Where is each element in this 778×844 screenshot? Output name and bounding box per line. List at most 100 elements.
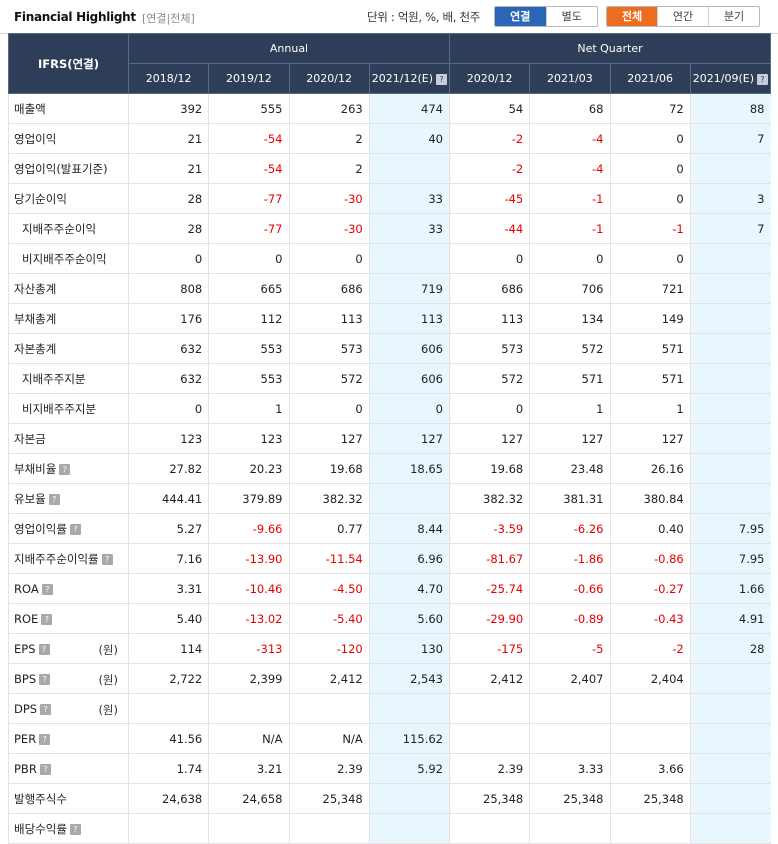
table-cell: 123 [208,423,289,454]
table-cell: 27.82 [127,453,209,484]
help-icon[interactable]: ? [41,583,53,595]
table-cell: 632 [127,363,209,394]
table-cell: 28 [127,183,209,214]
table-cell: 7 [689,123,771,154]
table-row: 비지배주주순이익 0 0 0 0 0 0 [8,243,771,274]
column-header-label: 2018/12 [145,72,192,85]
table-row: PER? 41.56 N/A N/A 115.62 [8,723,771,754]
table-row: 자본총계 632 553 573 606 573 572 571 [8,333,771,364]
table-cell: 632 [127,333,209,364]
estimate-help-icon[interactable]: ? [435,73,447,85]
table-cell: 26.16 [609,453,691,484]
table-cell: 808 [127,273,209,304]
row-label-text: 지배주주순이익률 [14,551,99,566]
table-cell: -77 [208,183,289,214]
table-cell: 3.21 [208,753,289,784]
table-row: 지배주주지분 632 553 572 606 572 571 571 [8,363,771,394]
table-cell: 606 [368,333,450,364]
row-label-text: 영업이익(발표기준) [14,161,108,176]
row-label-text: 유보율 [14,491,46,506]
table-cell: 0 [609,153,691,184]
section-subtitle: [연결|전체] [142,12,195,25]
table-cell: 134 [529,303,610,334]
table-cell: 20.23 [208,453,289,484]
table-cell: 2,722 [127,663,209,694]
row-label-text: 자본총계 [14,341,57,356]
row-label: PER? [8,723,129,754]
table-cell: 19.68 [448,453,530,484]
table-row: DPS? (원) [8,693,771,724]
row-label: 지배주주순이익 [8,213,129,244]
table-cell [689,663,771,694]
row-label: BPS? (원) [8,663,129,694]
help-icon[interactable]: ? [39,673,51,685]
all-periods-button[interactable]: 전체 [607,7,657,26]
help-icon[interactable]: ? [40,703,52,715]
row-label-text: 당기순이익 [14,191,67,206]
table-row: 배당수익률? [8,813,771,844]
table-cell: 113 [288,303,370,334]
table-cell: 392 [127,93,209,124]
table-cell: 0 [208,243,289,274]
table-cell: -2 [448,123,530,154]
ifrs-header: IFRS(연결) [8,33,129,94]
row-label-text: 자본금 [14,431,46,446]
help-icon[interactable]: ? [69,823,81,835]
table-cell: -1 [529,183,610,214]
row-label: 영업이익률? [8,513,129,544]
help-icon[interactable]: ? [48,493,60,505]
table-cell: 2,412 [288,663,370,694]
help-icon[interactable]: ? [101,553,113,565]
table-cell: 68 [529,93,610,124]
row-label-text: PER [14,731,37,746]
table-cell [529,693,610,724]
column-header-label: 2021/09(E) [692,72,754,85]
column-header-label: 2021/06 [627,72,673,85]
table-cell: 3 [689,183,771,214]
table-cell: 0 [529,243,610,274]
column-header-label: 2020/12 [306,72,352,85]
column-header: 2020/12 [448,63,531,94]
help-icon[interactable]: ? [69,523,81,535]
help-icon[interactable]: ? [59,463,71,475]
table-cell: 3.66 [609,753,691,784]
table-cell: -30 [288,213,370,244]
table-cell [689,813,771,844]
table-cell: 28 [689,633,771,664]
column-header: 2021/12(E)? [368,63,451,94]
table-cell: 2,407 [529,663,610,694]
table-cell [288,813,370,844]
help-icon[interactable]: ? [38,643,50,655]
table-cell: -1 [529,213,610,244]
help-icon[interactable]: ? [41,613,53,625]
quarterly-button[interactable]: 분기 [708,7,759,26]
table-cell [689,153,771,184]
table-cell: 5.60 [368,603,450,634]
row-label-text: BPS [14,671,37,686]
estimate-help-icon[interactable]: ? [756,73,768,85]
table-cell: 571 [529,363,610,394]
help-icon[interactable]: ? [39,733,51,745]
table-cell: 2,399 [208,663,289,694]
table-cell: 127 [368,423,450,454]
table-cell [448,693,530,724]
table-cell: -9.66 [208,513,289,544]
table-row: BPS? (원) 2,722 2,399 2,412 2,543 2,412 2,407 2,4… [8,663,771,694]
table-cell [208,693,289,724]
table-cell: 113 [448,303,530,334]
table-cell: 706 [529,273,610,304]
table-cell: -0.86 [609,543,691,574]
table-cell [609,693,691,724]
table-cell [127,693,209,724]
table-cell: -13.90 [208,543,289,574]
table-cell: 0 [609,243,691,274]
table-cell: 21 [127,123,209,154]
table-cell: 4.70 [368,573,450,604]
table-cell: -0.27 [609,573,691,604]
consolidated-button[interactable]: 연결 [495,7,546,26]
separate-button[interactable]: 별도 [545,7,598,26]
table-cell [448,723,530,754]
help-icon[interactable]: ? [39,763,51,775]
table-cell: 1 [609,393,691,424]
annual-button[interactable]: 연간 [657,7,708,26]
